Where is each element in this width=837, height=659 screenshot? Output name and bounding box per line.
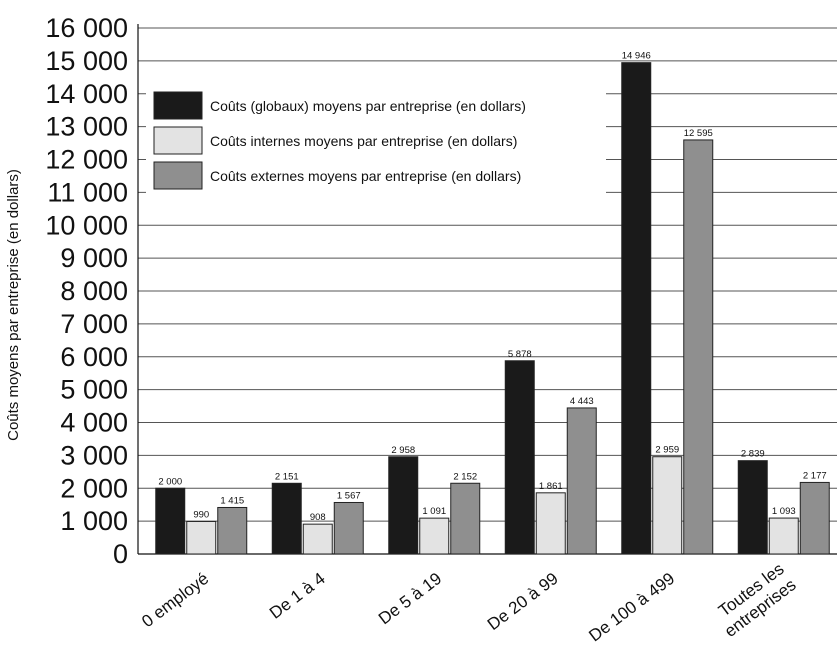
y-tick-label: 0: [113, 539, 128, 569]
y-tick-label: 8 000: [60, 276, 128, 306]
data-label: 1 091: [422, 506, 446, 517]
bar: [504, 360, 535, 555]
data-label: 14 946: [622, 51, 651, 62]
x-tick-label: De 20 à 99: [484, 569, 562, 634]
y-tick-label: 12 000: [45, 145, 128, 175]
bar: [155, 487, 186, 555]
bar: [271, 482, 302, 555]
y-tick-label: 6 000: [60, 342, 128, 372]
data-label: 1 093: [772, 506, 796, 517]
legend-box: [146, 86, 606, 198]
data-label: 12 595: [684, 128, 713, 139]
bar: [683, 139, 714, 555]
data-label: 908: [310, 512, 326, 523]
legend-swatch: [153, 161, 203, 190]
bar: [419, 517, 450, 555]
y-tick-label: 3 000: [60, 440, 128, 470]
data-label: 990: [193, 509, 209, 520]
bar: [186, 520, 217, 555]
y-tick-label: 1 000: [60, 506, 128, 536]
bar: [450, 482, 481, 555]
y-tick-label: 4 000: [60, 408, 128, 438]
bar: [799, 481, 830, 555]
data-label: 1 567: [337, 490, 361, 501]
y-tick-label: 10 000: [45, 210, 128, 240]
legend-swatch: [153, 126, 203, 155]
legend-label: Coûts externes moyens par entreprise (en…: [210, 168, 521, 184]
x-tick-label: De 5 à 19: [375, 569, 445, 629]
legend-swatch: [153, 91, 203, 120]
bar: [217, 506, 248, 555]
legend-label: Coûts internes moyens par entreprise (en…: [210, 133, 517, 149]
x-tick-label: 0 employé: [138, 569, 212, 631]
data-label: 2 152: [453, 471, 477, 482]
bar: [566, 407, 597, 555]
bar: [302, 523, 333, 555]
data-label: 2 177: [803, 470, 827, 481]
y-tick-label: 14 000: [45, 79, 128, 109]
bar: [768, 517, 799, 555]
y-tick-label: 2 000: [60, 473, 128, 503]
data-label: 2 839: [741, 449, 765, 460]
x-tick-label: Toutes lesentreprises: [709, 559, 800, 641]
y-tick-label: 16 000: [45, 13, 128, 43]
data-label: 2 958: [391, 445, 415, 456]
data-label: 1 415: [220, 495, 244, 506]
bar: [737, 460, 768, 555]
x-tick-label: De 1 à 4: [266, 569, 329, 623]
y-tick-label: 9 000: [60, 243, 128, 273]
bar: [333, 501, 364, 555]
y-tick-label: 13 000: [45, 112, 128, 142]
bar: [388, 456, 419, 555]
y-tick-label: 5 000: [60, 375, 128, 405]
y-tick-label: 15 000: [45, 46, 128, 76]
bar: [652, 456, 683, 555]
data-label: 2 959: [655, 445, 679, 456]
y-tick-label: 7 000: [60, 309, 128, 339]
y-tick-label: 11 000: [47, 177, 128, 207]
legend-label: Coûts (globaux) moyens par entreprise (e…: [210, 98, 526, 114]
bar: [621, 62, 652, 555]
data-label: 5 878: [508, 349, 532, 360]
bar: [535, 492, 566, 555]
x-tick-label: De 100 à 499: [585, 569, 678, 646]
data-label: 2 000: [158, 476, 182, 487]
data-label: 2 151: [275, 471, 299, 482]
data-label: 1 861: [539, 481, 563, 492]
y-axis-label: Coûts moyens par entreprise (en dollars): [5, 169, 22, 441]
data-label: 4 443: [570, 396, 594, 407]
